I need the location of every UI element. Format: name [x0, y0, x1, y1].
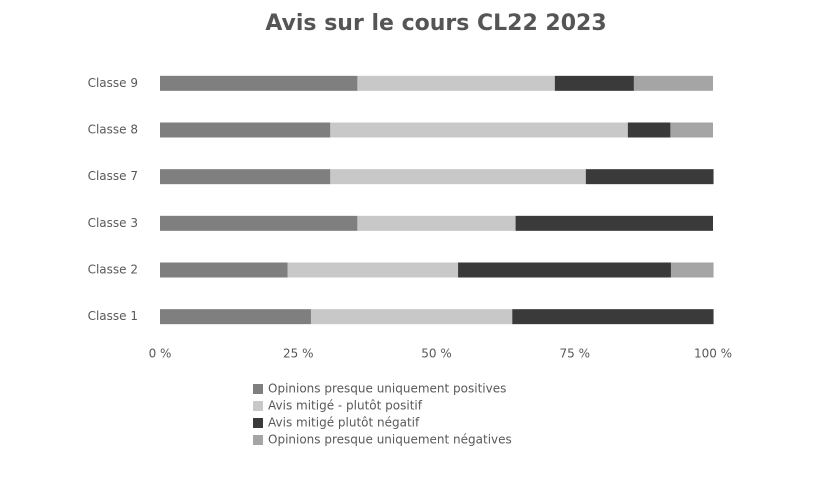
- chart-title: Avis sur le cours CL22 2023: [265, 11, 606, 36]
- bar-segment: [357, 215, 516, 231]
- bar-segment: [160, 75, 358, 91]
- y-tick-label: Classe 3: [88, 216, 138, 230]
- bar-segment: [160, 262, 288, 278]
- legend-label: Opinions presque uniquement négatives: [268, 433, 512, 447]
- legend-swatch: [253, 418, 263, 428]
- x-tick-label: 25 %: [283, 347, 314, 361]
- bar-segment: [160, 309, 311, 325]
- bar-segment: [585, 169, 714, 185]
- x-tick-label: 0 %: [149, 347, 172, 361]
- legend-swatch: [253, 435, 263, 445]
- bar-segment: [160, 122, 331, 138]
- bar-segment: [357, 75, 555, 91]
- bar-segment: [310, 309, 513, 325]
- y-tick-label: Classe 7: [88, 169, 138, 183]
- bar-segment: [458, 262, 671, 278]
- bar-segment: [330, 169, 586, 185]
- bar-segment: [160, 169, 331, 185]
- legend-swatch: [253, 401, 263, 411]
- y-tick-label: Classe 9: [88, 76, 138, 90]
- y-tick-label: Classe 2: [88, 263, 138, 277]
- legend-label: Opinions presque uniquement positives: [268, 382, 506, 396]
- x-tick-label: 100 %: [694, 347, 732, 361]
- bar-segment: [287, 262, 459, 278]
- x-tick-label: 50 %: [421, 347, 452, 361]
- y-tick-label: Classe 1: [88, 309, 138, 323]
- bar-segment: [330, 122, 628, 138]
- bar-segment: [670, 262, 714, 278]
- bar-segment: [627, 122, 671, 138]
- bar-segment: [670, 122, 713, 138]
- y-tick-label: Classe 8: [88, 123, 138, 137]
- legend-label: Avis mitigé plutôt négatif: [268, 416, 420, 430]
- x-tick-label: 75 %: [560, 347, 591, 361]
- bar-segment: [515, 215, 713, 231]
- bar-segment: [512, 309, 714, 325]
- bar-segment: [633, 75, 713, 91]
- bar-segment: [160, 215, 358, 231]
- legend-label: Avis mitigé - plutôt positif: [268, 399, 423, 413]
- bar-segment: [554, 75, 634, 91]
- legend-swatch: [253, 384, 263, 394]
